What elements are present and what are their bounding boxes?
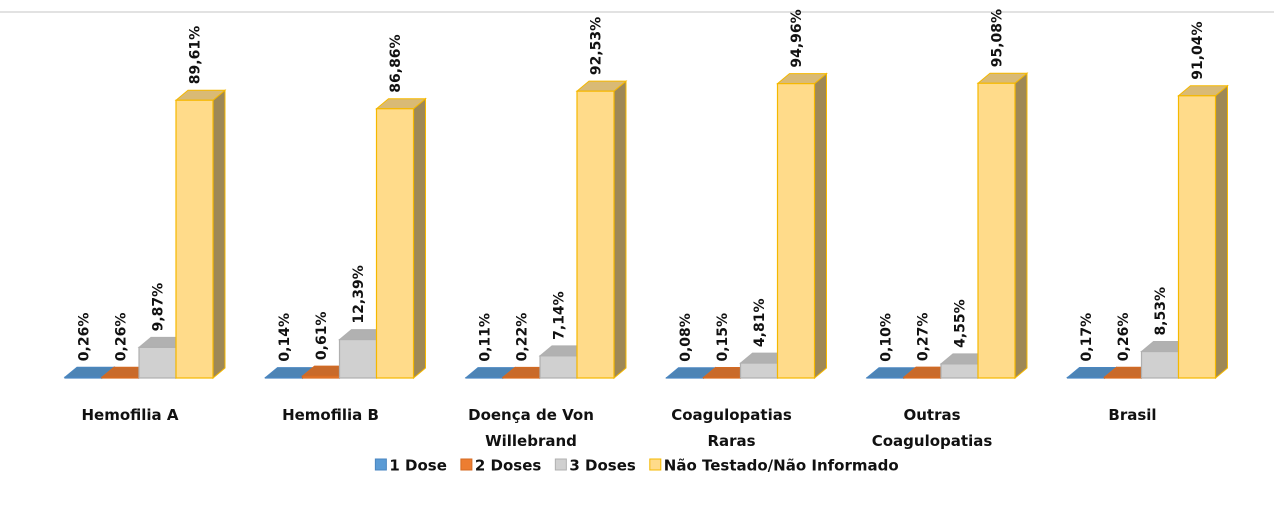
- x-tick-label: Doença de Von Willebrand: [468, 406, 594, 450]
- bar-side: [212, 89, 226, 380]
- data-label: 95,08%: [990, 9, 1006, 67]
- bar-front: [64, 376, 103, 379]
- data-label: 0,11%: [478, 313, 494, 362]
- data-label: 9,87%: [151, 283, 167, 332]
- data-label: 0,15%: [715, 313, 731, 362]
- bar-front: [375, 108, 415, 379]
- bar-front: [539, 355, 578, 379]
- bar-side: [1215, 84, 1228, 380]
- legend-swatch: [374, 458, 387, 471]
- x-tick-label: Coagulopatias Raras: [671, 406, 792, 450]
- x-tick-label: Outras Coagulopatias: [871, 406, 993, 450]
- bar-front: [576, 90, 615, 379]
- data-label: 8,53%: [1153, 287, 1169, 336]
- bar-side: [613, 80, 627, 380]
- data-label: 0,27%: [916, 313, 932, 362]
- bar-side: [413, 97, 426, 380]
- data-label: 0,08%: [678, 313, 694, 362]
- data-label: 0,10%: [879, 313, 895, 362]
- bar-front: [175, 99, 214, 379]
- legend-label: 3 Doses: [569, 457, 636, 475]
- data-label: 0,61%: [314, 312, 330, 361]
- legend-label: 2 Doses: [475, 457, 542, 475]
- data-label: 94,96%: [789, 9, 805, 67]
- bar-front: [338, 338, 378, 379]
- bar-front: [977, 82, 1016, 379]
- data-label: 89,61%: [188, 26, 204, 84]
- legend-swatch: [554, 458, 567, 471]
- data-label: 0,26%: [114, 313, 130, 362]
- bar-front: [1103, 376, 1143, 379]
- bar-front: [1177, 95, 1217, 379]
- data-label: 4,55%: [953, 299, 969, 348]
- bar: [174, 89, 227, 380]
- data-label: 7,14%: [552, 291, 568, 340]
- data-label: 0,17%: [1079, 313, 1095, 362]
- bar-front: [940, 363, 979, 379]
- bar-side: [814, 72, 827, 380]
- bar-front: [101, 376, 140, 379]
- legend-label: Não Testado/Não Informado: [664, 457, 899, 475]
- bar: [976, 72, 1029, 380]
- bar-front: [301, 375, 341, 379]
- data-label: 92,53%: [589, 17, 605, 75]
- bar-front: [1140, 350, 1180, 379]
- data-label: 86,86%: [388, 34, 404, 92]
- bar-front: [903, 376, 942, 379]
- bar-front: [739, 362, 779, 379]
- bar-front: [502, 376, 541, 379]
- data-label: 0,26%: [77, 313, 93, 362]
- data-label: 12,39%: [351, 265, 367, 323]
- data-label: 91,04%: [1190, 21, 1206, 79]
- legend-label: 1 Dose: [389, 457, 447, 475]
- bar-front: [1066, 376, 1106, 379]
- data-label: 0,14%: [277, 313, 293, 362]
- x-tick-label: Hemofilia B: [282, 406, 379, 424]
- bar-front: [776, 83, 816, 379]
- x-tick-label: Hemofilia A: [81, 406, 179, 424]
- bar-front: [138, 346, 177, 379]
- bar: [375, 97, 427, 380]
- legend-swatch: [460, 458, 473, 471]
- data-label: 0,22%: [515, 313, 531, 362]
- bar: [1177, 84, 1229, 380]
- data-label: 0,26%: [1116, 313, 1132, 362]
- legend-swatch: [649, 458, 662, 471]
- bar-side: [1014, 72, 1028, 380]
- bar: [575, 80, 628, 380]
- x-tick-label: Brasil: [1108, 406, 1157, 424]
- data-label: 4,81%: [752, 299, 768, 348]
- bar: [776, 72, 828, 380]
